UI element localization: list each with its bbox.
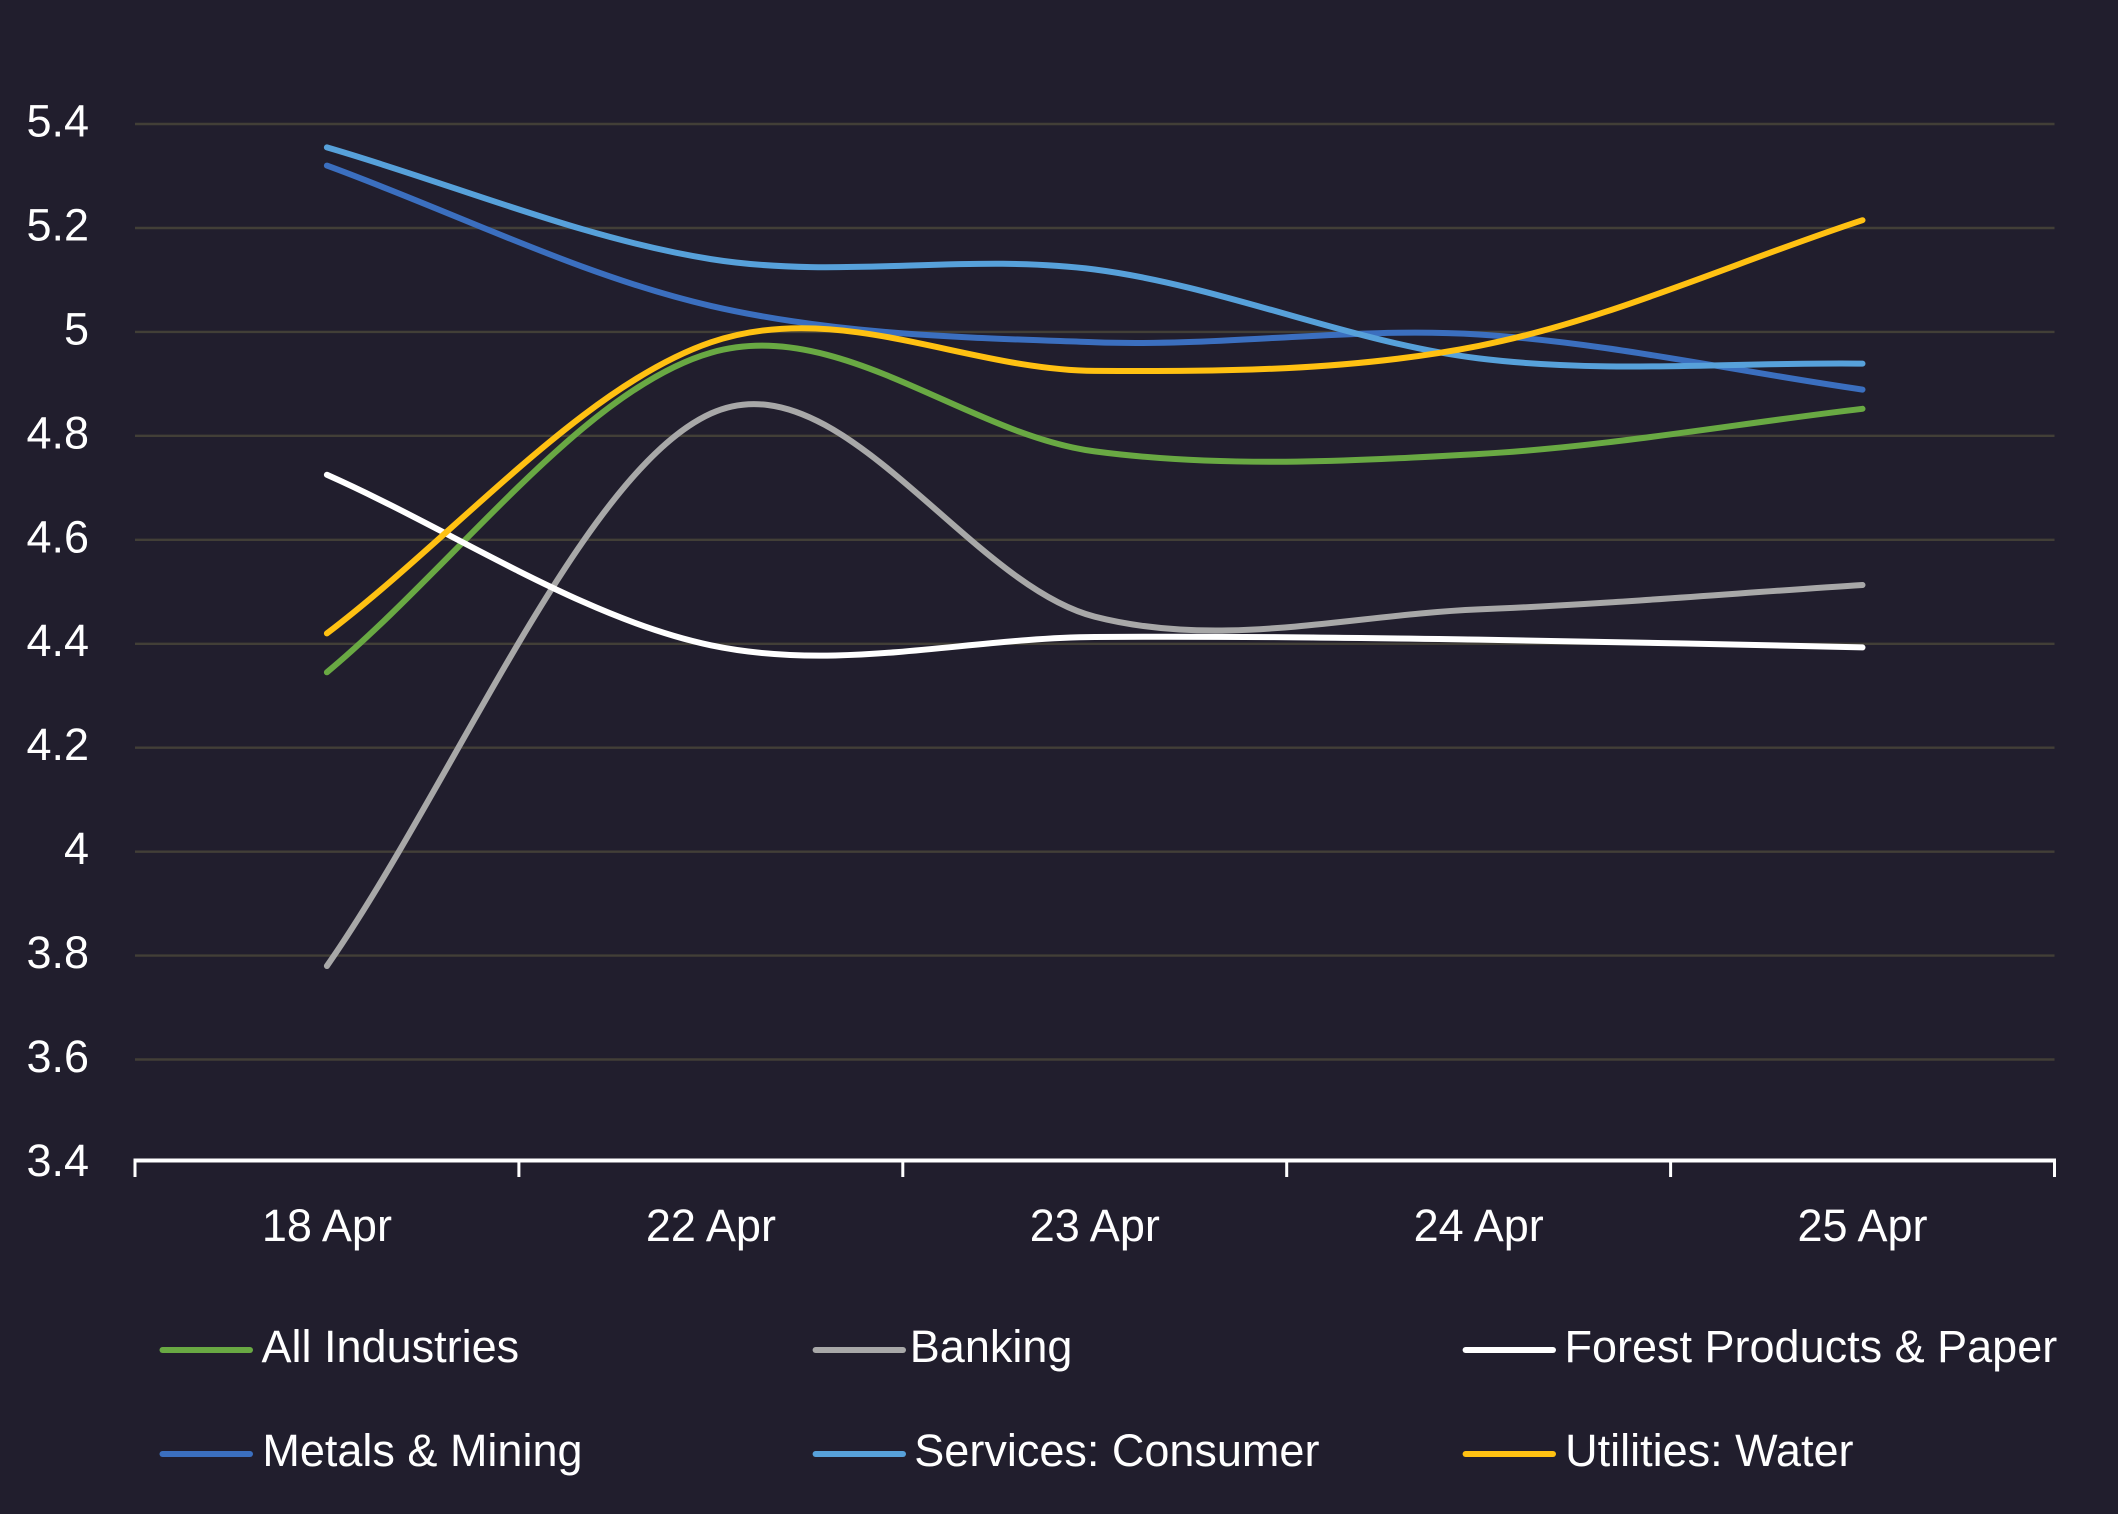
svg-text:Metals & Mining: Metals & Mining xyxy=(262,1425,582,1476)
svg-text:18 Apr: 18 Apr xyxy=(262,1200,392,1251)
svg-text:24 Apr: 24 Apr xyxy=(1414,1200,1544,1251)
svg-text:25 Apr: 25 Apr xyxy=(1797,1200,1927,1251)
svg-text:All Industries: All Industries xyxy=(262,1321,520,1372)
svg-text:Services: Consumer: Services: Consumer xyxy=(914,1425,1319,1476)
svg-text:Utilities: Water: Utilities: Water xyxy=(1565,1425,1853,1476)
svg-text:5.4: 5.4 xyxy=(26,96,89,147)
svg-text:5.2: 5.2 xyxy=(26,200,89,251)
svg-text:22 Apr: 22 Apr xyxy=(646,1200,776,1251)
svg-text:4: 4 xyxy=(64,823,89,874)
svg-text:3.8: 3.8 xyxy=(26,927,89,978)
svg-text:3.4: 3.4 xyxy=(26,1135,89,1186)
svg-text:4.2: 4.2 xyxy=(26,719,89,770)
svg-text:Banking: Banking xyxy=(910,1321,1073,1372)
svg-text:4.6: 4.6 xyxy=(26,511,89,562)
svg-text:23 Apr: 23 Apr xyxy=(1030,1200,1160,1251)
svg-text:Forest Products & Paper: Forest Products & Paper xyxy=(1565,1321,2058,1372)
svg-text:4.4: 4.4 xyxy=(26,615,89,666)
svg-text:5: 5 xyxy=(64,303,89,354)
svg-text:4.8: 4.8 xyxy=(26,407,89,458)
svg-text:3.6: 3.6 xyxy=(26,1031,89,1082)
